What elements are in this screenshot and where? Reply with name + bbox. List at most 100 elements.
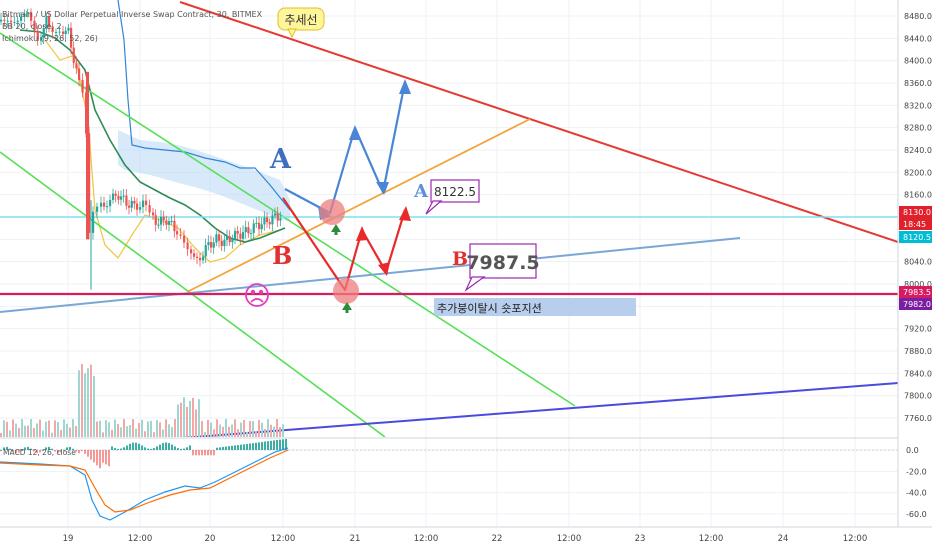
candle-body bbox=[215, 234, 218, 243]
candle-body bbox=[176, 231, 179, 235]
volume-bar bbox=[111, 429, 113, 437]
volume-bar bbox=[252, 421, 254, 437]
macd-hist-bar bbox=[138, 443, 140, 450]
volume-bar bbox=[75, 425, 77, 437]
price-label-text: 7983.5 bbox=[903, 288, 931, 297]
macd-hist-bar bbox=[81, 450, 83, 451]
macd-hist-bar bbox=[162, 443, 164, 450]
candle-body bbox=[122, 195, 125, 197]
macd-hist-bar bbox=[78, 450, 80, 454]
volume-bar bbox=[30, 419, 32, 437]
macd-hist-bar bbox=[63, 449, 65, 451]
candle-body bbox=[157, 224, 160, 226]
time-tick-label: 12:00 bbox=[843, 534, 868, 544]
macd-hist-bar bbox=[87, 450, 89, 457]
macd-hist-bar bbox=[6, 446, 8, 450]
candle-body bbox=[78, 68, 81, 80]
macd-hist-bar bbox=[234, 445, 236, 450]
candle-body bbox=[244, 227, 247, 233]
candle-body bbox=[145, 200, 148, 206]
volume-bar bbox=[36, 423, 38, 437]
candle-body bbox=[20, 16, 23, 21]
macd-hist-bar bbox=[243, 444, 245, 450]
macd-hist-bar bbox=[192, 450, 194, 456]
macd-hist-bar bbox=[228, 446, 230, 450]
volume-bar bbox=[9, 430, 11, 437]
trendline-label-badge: 추세선 bbox=[277, 7, 325, 39]
macd-hist-bar bbox=[75, 450, 77, 452]
candle-body bbox=[170, 220, 173, 222]
volume-bar bbox=[144, 431, 146, 437]
macd-hist-bar bbox=[24, 447, 26, 450]
candle-body bbox=[120, 196, 123, 200]
callout-a-box bbox=[430, 179, 480, 203]
macd-hist-bar bbox=[135, 442, 137, 450]
macd-hist-bar bbox=[216, 447, 218, 450]
candle-body bbox=[45, 16, 48, 29]
channel-upper-green bbox=[0, 32, 576, 407]
candle-body bbox=[212, 242, 215, 248]
candles bbox=[0, 8, 282, 290]
volume-bar bbox=[228, 426, 230, 437]
volume-bar bbox=[171, 427, 173, 437]
volume-bar bbox=[183, 397, 185, 437]
candle-body bbox=[199, 257, 202, 261]
volume-bar bbox=[282, 424, 284, 437]
volume-bar bbox=[114, 419, 116, 437]
macd-hist-bar bbox=[54, 450, 56, 452]
macd-hist-bar bbox=[99, 450, 101, 469]
time-tick-label: 12:00 bbox=[557, 534, 582, 544]
price-callout-a: 8122.5 bbox=[425, 179, 480, 215]
macd-hist-bar bbox=[201, 450, 203, 456]
macd-hist-bar bbox=[171, 444, 173, 450]
price-label-bg bbox=[899, 206, 932, 218]
volume-bar bbox=[45, 421, 47, 437]
candle-body bbox=[228, 236, 231, 243]
trendline-orange bbox=[186, 118, 531, 293]
ichimoku-cloud bbox=[118, 130, 290, 222]
volume-bar bbox=[246, 431, 248, 437]
candle-body bbox=[62, 31, 65, 34]
macd-hist-bar bbox=[18, 450, 20, 453]
candle-body bbox=[231, 239, 234, 243]
volume-bar bbox=[201, 421, 203, 437]
macd-hist-bar bbox=[147, 448, 149, 450]
volume-bar bbox=[222, 426, 224, 437]
macd-hist-bar bbox=[177, 448, 179, 450]
price-callout-b: 7987.5 bbox=[464, 243, 540, 292]
macd-hist-bar bbox=[45, 447, 47, 450]
macd-hist-bar bbox=[27, 446, 29, 450]
time-tick-label: 12:00 bbox=[271, 534, 296, 544]
macd-hist-bar bbox=[90, 450, 92, 460]
label-a-left: A bbox=[269, 144, 292, 175]
volume-bar bbox=[267, 419, 269, 437]
candle-body bbox=[223, 239, 226, 247]
trendline-label-box bbox=[277, 7, 325, 31]
candle-body bbox=[220, 240, 223, 247]
candle-body bbox=[196, 256, 199, 258]
label-b-right: B bbox=[452, 248, 468, 270]
volume-bar bbox=[243, 419, 245, 437]
macd-hist-bar bbox=[276, 440, 278, 450]
candle-body bbox=[10, 20, 13, 23]
candle-body bbox=[26, 12, 29, 14]
sad-face-eye-right bbox=[258, 289, 264, 295]
macd-hist-bar bbox=[33, 450, 35, 452]
price-tick-label: 8240.0 bbox=[904, 146, 932, 155]
macd-hist-bar bbox=[84, 450, 86, 454]
candle-body bbox=[64, 30, 67, 34]
macd-tick-label: -40.0 bbox=[906, 489, 927, 498]
candle-body bbox=[130, 200, 133, 208]
macd-hist-bar bbox=[252, 443, 254, 450]
price-tick-label: 8400.0 bbox=[904, 57, 932, 66]
label-a-right: A bbox=[413, 181, 429, 202]
volume-bar bbox=[225, 419, 227, 437]
macd-hist-bar bbox=[240, 444, 242, 450]
candle-body bbox=[48, 16, 51, 27]
macd-hist-bar bbox=[111, 446, 113, 450]
macd-hist-bar bbox=[258, 442, 260, 450]
volume-bar bbox=[54, 420, 56, 437]
macd-hist-bar bbox=[255, 442, 257, 450]
volume-bar bbox=[3, 420, 5, 437]
volume-bar bbox=[156, 420, 158, 437]
